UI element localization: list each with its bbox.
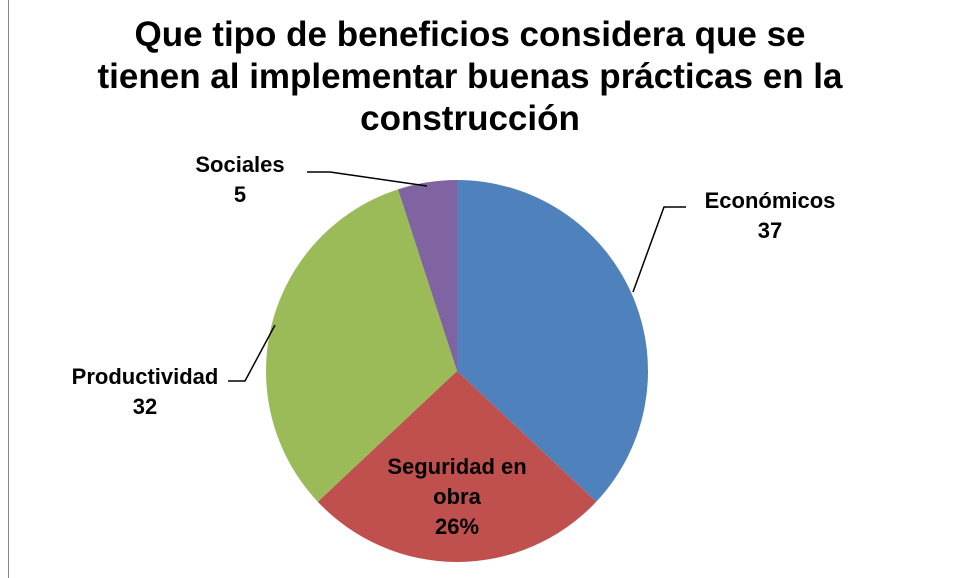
pie-slice bbox=[397, 180, 457, 371]
data-label: Económicos 37 bbox=[680, 186, 860, 246]
value-label: 5 bbox=[233, 182, 247, 207]
category-label: Sociales bbox=[195, 152, 285, 177]
pie-slice bbox=[457, 180, 649, 502]
value-label: 32 bbox=[132, 394, 158, 419]
pie-slice bbox=[265, 189, 457, 502]
value-label: 37 bbox=[757, 218, 783, 243]
category-label: Económicos bbox=[704, 188, 836, 213]
pie-slice bbox=[317, 371, 597, 563]
data-label: Seguridad en obra 26% bbox=[367, 452, 547, 542]
leader-line bbox=[632, 206, 686, 293]
leader-line bbox=[307, 171, 428, 187]
chart-border bbox=[8, 0, 9, 578]
category-label: Seguridad en obra bbox=[387, 454, 527, 509]
leader-line bbox=[228, 324, 276, 382]
category-label: Productividad bbox=[71, 364, 219, 389]
data-label: Sociales 5 bbox=[170, 150, 310, 210]
value-label: 26% bbox=[434, 514, 480, 539]
chart-title: Que tipo de beneficios considera que se … bbox=[97, 15, 843, 138]
data-label: Productividad 32 bbox=[70, 362, 220, 422]
